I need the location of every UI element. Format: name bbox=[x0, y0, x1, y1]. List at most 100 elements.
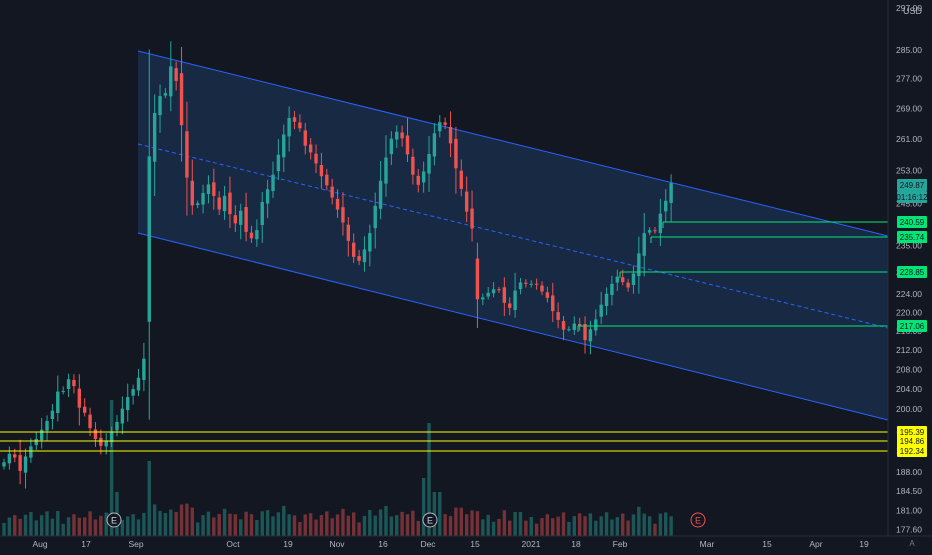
candle bbox=[88, 414, 92, 429]
candle bbox=[56, 391, 60, 414]
volume-bar bbox=[551, 518, 555, 536]
candle bbox=[190, 180, 194, 206]
candle bbox=[201, 192, 205, 205]
price-tick-label: 177.60 bbox=[896, 525, 922, 535]
candle bbox=[7, 453, 12, 464]
volume-bar bbox=[518, 511, 523, 536]
candle bbox=[378, 180, 383, 209]
candle bbox=[567, 329, 571, 331]
volume-bar bbox=[502, 510, 507, 536]
volume-bar bbox=[314, 519, 318, 536]
earnings-marker[interactable] bbox=[690, 512, 706, 528]
candle bbox=[395, 131, 399, 140]
volume-bar bbox=[271, 516, 275, 536]
volume-bar bbox=[136, 519, 141, 536]
volume-bar bbox=[244, 511, 248, 536]
channel-midline[interactable] bbox=[137, 143, 889, 329]
level-price-badge-bg bbox=[897, 320, 927, 332]
time-tick-label: 15 bbox=[762, 539, 772, 549]
volume-bar bbox=[615, 517, 620, 536]
candle bbox=[577, 323, 582, 327]
time-axis[interactable]: Aug 17 Sep Oct 19 Nov 16 Dec 15 2021 18 Feb Mar 15 Apr… bbox=[0, 535, 932, 549]
volume-bar bbox=[93, 519, 98, 536]
earnings-marker-label: E bbox=[111, 516, 117, 526]
price-tick-label: 184.50 bbox=[896, 486, 922, 496]
candle bbox=[314, 153, 318, 164]
level-price-badge: 235.74 bbox=[900, 233, 925, 242]
candle bbox=[282, 134, 286, 158]
candle bbox=[18, 455, 22, 471]
price-tick-label: 285.00 bbox=[896, 45, 922, 55]
volume-bar bbox=[169, 509, 173, 536]
volume-bar bbox=[341, 508, 345, 536]
horizontal-levels[interactable] bbox=[0, 221, 888, 452]
currency-label: USD bbox=[903, 6, 923, 16]
regression-channel[interactable] bbox=[137, 50, 889, 421]
price-labels: 249.87 01:16:12 240.59 235.74 228.85 217.06 19… bbox=[896, 179, 928, 457]
candle bbox=[658, 213, 663, 234]
volume-bar bbox=[319, 515, 324, 536]
candle bbox=[136, 377, 141, 391]
candle bbox=[556, 312, 560, 320]
candle bbox=[405, 135, 410, 155]
volume-bar bbox=[104, 512, 108, 536]
candle bbox=[647, 230, 652, 233]
price-tick-label: 224.00 bbox=[896, 289, 922, 299]
volume-bar bbox=[99, 515, 103, 536]
volume-bar bbox=[389, 516, 394, 536]
candle bbox=[610, 283, 614, 295]
candle bbox=[502, 287, 507, 303]
volume-bar bbox=[486, 514, 490, 536]
price-tick-label: 253.00 bbox=[896, 166, 922, 176]
volume-bar bbox=[233, 514, 238, 536]
candle bbox=[330, 186, 334, 198]
last-price-badge-bg bbox=[897, 179, 927, 191]
volume-bar bbox=[470, 510, 474, 536]
volume-bar bbox=[395, 515, 399, 536]
time-tick-label: Feb bbox=[613, 539, 628, 549]
volume-bar bbox=[438, 492, 442, 536]
volume-bar bbox=[572, 516, 576, 536]
volume-bar bbox=[357, 522, 361, 536]
volume-bar bbox=[152, 504, 157, 536]
volume-bar bbox=[545, 514, 550, 536]
candle bbox=[362, 249, 367, 263]
candle bbox=[255, 230, 259, 240]
volume-bar bbox=[529, 517, 533, 536]
volume-bar bbox=[443, 514, 447, 536]
volume-bar bbox=[594, 520, 598, 536]
candle bbox=[631, 273, 636, 285]
candle bbox=[109, 432, 114, 443]
earnings-marker[interactable] bbox=[422, 512, 438, 528]
volume-bar bbox=[599, 516, 603, 536]
candle bbox=[481, 297, 485, 300]
price-tick-label: 188.00 bbox=[896, 467, 922, 477]
level-price-badge: 217.06 bbox=[900, 322, 925, 331]
earnings-marker-label: E bbox=[695, 516, 701, 526]
volume-bar bbox=[126, 516, 130, 536]
candlesticks bbox=[2, 41, 673, 489]
candle bbox=[357, 256, 361, 261]
candle bbox=[142, 358, 146, 381]
candle bbox=[147, 156, 151, 322]
time-tick-label: 18 bbox=[571, 539, 581, 549]
volume-bar bbox=[405, 514, 410, 536]
candle bbox=[346, 224, 351, 241]
candle bbox=[260, 202, 264, 226]
candle bbox=[45, 420, 49, 431]
channel-lower-line[interactable] bbox=[137, 232, 889, 421]
volume-bar bbox=[642, 513, 646, 536]
volume-bar bbox=[513, 512, 517, 536]
level-price-badge-bg bbox=[897, 445, 927, 457]
candle bbox=[104, 441, 108, 447]
candle bbox=[179, 73, 184, 126]
auto-scale-button[interactable]: A bbox=[909, 539, 915, 548]
volume-bar bbox=[217, 513, 221, 536]
time-tick-label: 17 bbox=[81, 539, 91, 549]
channel-upper-line[interactable] bbox=[137, 50, 889, 237]
volume-bar bbox=[29, 512, 33, 536]
earnings-marker[interactable] bbox=[106, 512, 122, 528]
